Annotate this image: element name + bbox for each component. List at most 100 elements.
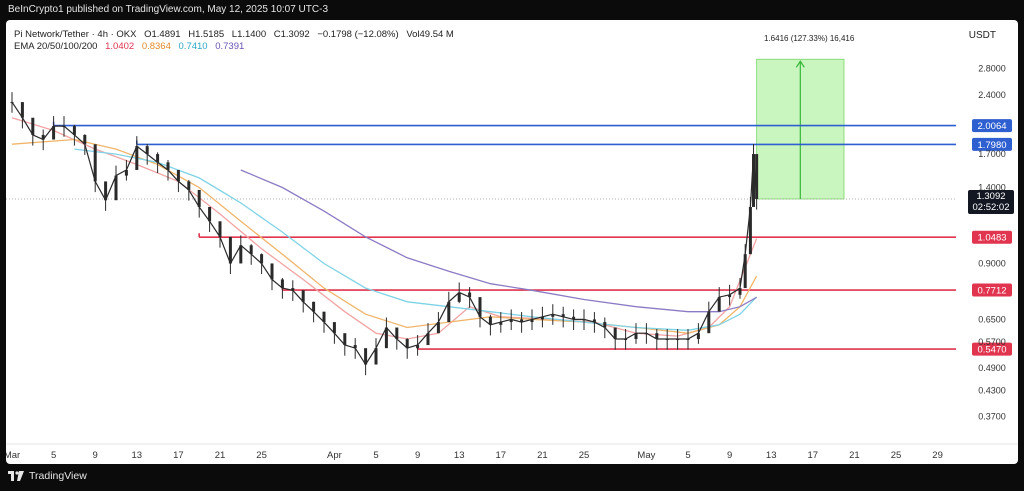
candle-body [509, 319, 513, 323]
level-label-2.0064: 2.0064 [977, 121, 1006, 132]
candle-body [592, 319, 596, 323]
level-label-1.0483: 1.0483 [977, 233, 1006, 244]
candle-body [280, 279, 284, 289]
candle-body [239, 245, 243, 264]
y-tick-label: 2.4000 [978, 90, 1006, 100]
candle-body [260, 254, 264, 264]
candle-body [208, 206, 212, 222]
candle-body [291, 288, 295, 291]
candle-body [135, 146, 139, 170]
level-tag-1.0483 [972, 230, 1012, 244]
candle-body [312, 301, 316, 312]
candle-body [561, 314, 565, 317]
x-tick-label: 9 [415, 450, 420, 461]
level-tag-2.0064 [972, 119, 1012, 133]
x-tick-label: 21 [537, 450, 548, 461]
y-tick-label: 1.4000 [978, 182, 1006, 192]
candle-body [655, 333, 659, 340]
level-tag-0.7712 [972, 283, 1012, 297]
candle-body [20, 102, 24, 118]
x-tick-label: 13 [132, 450, 143, 461]
close-value: C1.3092 [273, 29, 310, 40]
x-tick-label: 5 [685, 450, 690, 461]
symbol-label[interactable]: Pi Network/Tether · 4h · OKX [14, 29, 137, 40]
ema200-value: 0.7391 [215, 41, 245, 52]
candle-body [468, 292, 472, 298]
candle-body [384, 327, 388, 349]
y-tick-label: 0.3700 [978, 411, 1006, 421]
candle-body [707, 311, 711, 334]
candle-body [353, 345, 357, 349]
candle-body [717, 297, 721, 312]
candle-body [743, 254, 747, 289]
x-tick-label: 21 [849, 450, 860, 461]
currency-label[interactable]: USDT [968, 30, 996, 41]
candle-body [447, 301, 451, 323]
x-tick-label: May [637, 450, 655, 461]
x-tick-label: 5 [51, 450, 56, 461]
x-tick-label: 13 [454, 450, 465, 461]
candle-body [364, 348, 368, 365]
tradingview-brand: TradingView [29, 470, 87, 482]
price-chart[interactable]: 2.0064 1.7980 1.0483 0.7712 0.5470 2.8000 2.40… [6, 20, 1018, 464]
level-label-0.7712: 0.7712 [977, 286, 1006, 297]
candle-body [72, 126, 76, 135]
level-tag-0.5470 [972, 342, 1012, 356]
x-tick-label: Mar [6, 450, 20, 461]
low-value: L1.1400 [231, 29, 267, 40]
ema-line-EMA20 [11, 117, 758, 340]
high-value: H1.5185 [188, 29, 225, 40]
candle-body [249, 245, 253, 255]
candle-body [752, 154, 756, 207]
tradingview-logo-icon [8, 471, 24, 481]
chart-panel[interactable]: 2.0064 1.7980 1.0483 0.7712 0.5470 2.8000 2.40… [6, 20, 1018, 464]
y-tick-label: 0.4300 [978, 385, 1006, 395]
candle-body [156, 154, 160, 163]
candle-body [488, 316, 492, 325]
candle-body [218, 221, 222, 237]
candle-body [124, 169, 128, 176]
tradingview-footer[interactable]: TradingView [8, 470, 87, 482]
price-path [11, 101, 758, 366]
current-price: 1.3092 [976, 191, 1006, 202]
candle-body [145, 146, 149, 155]
x-tick-label: 25 [891, 450, 902, 461]
candle-body [187, 181, 191, 190]
candle-body [197, 189, 201, 207]
candle-body [696, 333, 700, 340]
candle-body [738, 288, 742, 295]
ema-line-EMA50 [11, 138, 758, 334]
candle-body [603, 322, 607, 328]
candle-body [166, 162, 170, 170]
candle-body [530, 319, 534, 323]
candle-body [270, 263, 274, 280]
x-tick-label: 13 [766, 450, 777, 461]
change-value: −0.1798 (−12.08%) [317, 29, 399, 40]
candle-body [322, 311, 326, 323]
legend-ohlc: Pi Network/Tether · 4h · OKX O1.4891 H1.… [14, 29, 454, 40]
ema-line-EMA100 [74, 148, 758, 331]
candle-body [755, 154, 759, 199]
measure-arrowhead [795, 60, 805, 68]
ema-label[interactable]: EMA 20/50/100/200 [14, 41, 98, 52]
level-label-1.7980: 1.7980 [977, 140, 1006, 151]
candle-body [551, 314, 555, 317]
candle-body [41, 134, 45, 140]
candle-body [748, 206, 752, 255]
candle-body [83, 134, 87, 145]
x-tick-label: 17 [808, 450, 819, 461]
candle-body [457, 292, 461, 302]
candle-body [228, 236, 232, 264]
level-label-0.5470: 0.5470 [977, 345, 1006, 356]
level-tag-1.7980 [972, 137, 1012, 151]
legend-ema: EMA 20/50/100/200 1.0402 0.8364 0.7410 0… [14, 41, 244, 52]
candle-body [176, 169, 180, 182]
candle-body [499, 322, 503, 325]
ema-line-EMA200 [240, 169, 757, 313]
x-tick-label: 9 [727, 450, 732, 461]
candle-body [52, 126, 56, 140]
x-tick-label: 25 [256, 450, 267, 461]
bar-countdown: 02:52:02 [972, 202, 1010, 213]
ema50-value: 0.8364 [141, 41, 171, 52]
